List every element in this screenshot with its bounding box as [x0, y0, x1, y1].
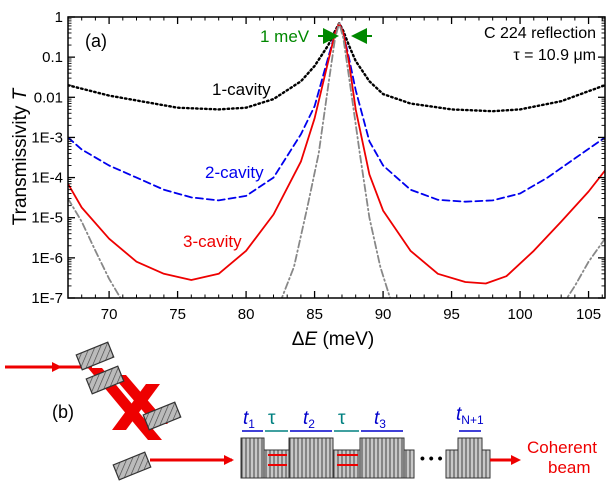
label-2-cavity: 2-cavity: [205, 163, 264, 182]
x-tick-label: 85: [306, 306, 323, 323]
y-tick-label: 1E-6: [31, 250, 63, 267]
x-tick-label: 95: [443, 306, 460, 323]
x-axis-label: ΔE (meV): [292, 329, 374, 350]
x-tick-label: 105: [576, 306, 601, 323]
y-tick-label: 1E-4: [31, 170, 63, 187]
panel-label-a: (a): [85, 31, 107, 51]
series-layer: [68, 22, 605, 298]
gap-3: [403, 449, 415, 479]
cavity-schematic: (b): [5, 341, 597, 481]
output-label-line2: beam: [548, 458, 591, 477]
label-t3: t3: [374, 408, 386, 431]
output-label-line1: Coherent: [527, 438, 597, 457]
y-tick-label: 1E-3: [31, 129, 63, 146]
label-3-cavity: 3-cavity: [183, 232, 242, 251]
label-tau-2: τ: [338, 408, 346, 429]
beam-to-cavity-arrow: [224, 455, 234, 465]
ellipsis: • • •: [420, 450, 443, 466]
y-axis-ticks: 1 0.1 0.01 1E-3 1E-4 1E-5 1E-6 1E-7: [31, 9, 605, 307]
crystal-3: [142, 401, 182, 431]
y-tick-label: 1: [55, 9, 63, 26]
plot-frame: [67, 16, 606, 299]
y-tick-label: 0.01: [34, 89, 63, 106]
x-tick-label: 100: [508, 306, 533, 323]
label-t1: t1: [243, 408, 255, 431]
y-tick-label: 1E-5: [31, 210, 63, 227]
x-tick-label: 80: [238, 306, 255, 323]
transmissivity-chart: 70 75 80 85 90 95 100 105 10.10.011E-31E-41E-51…: [10, 9, 606, 350]
x-axis-ticks: 70 75 80 85 90 95 100 105: [67, 17, 603, 323]
y-tick-label: 0.1: [42, 49, 63, 66]
crystal-4: [112, 451, 152, 481]
output-beam-arrow: [511, 455, 521, 465]
x-tick-label: 75: [169, 306, 186, 323]
label-t2: t2: [303, 408, 315, 431]
panel-label-b: (b): [52, 402, 74, 422]
label-tn1: tN+1: [456, 404, 484, 427]
plate-2: [288, 437, 334, 479]
width-label: 1 meV: [260, 27, 310, 46]
label-1-cavity: 1-cavity: [212, 80, 271, 99]
annotation-reflection: C 224 reflection: [484, 25, 596, 42]
gap-end: [481, 449, 491, 479]
crystal-2: [85, 365, 125, 395]
plate-3: [359, 437, 405, 479]
annotation-tau: τ = 10.9 μm: [513, 47, 596, 64]
gap-n: [445, 449, 459, 479]
label-tau-1: τ: [268, 408, 276, 429]
series-line-reference: [68, 22, 605, 298]
crystal-1: [75, 341, 115, 371]
x-tick-label: 90: [375, 306, 392, 323]
beam-path-3: [112, 384, 160, 430]
y-axis-label: Transmissivity T: [10, 87, 31, 225]
y-tick-label: 1E-7: [31, 290, 63, 307]
x-tick-label: 70: [101, 306, 118, 323]
plate-1: [240, 437, 265, 479]
internal-reflections: [268, 454, 358, 466]
plate-n: [457, 437, 483, 479]
